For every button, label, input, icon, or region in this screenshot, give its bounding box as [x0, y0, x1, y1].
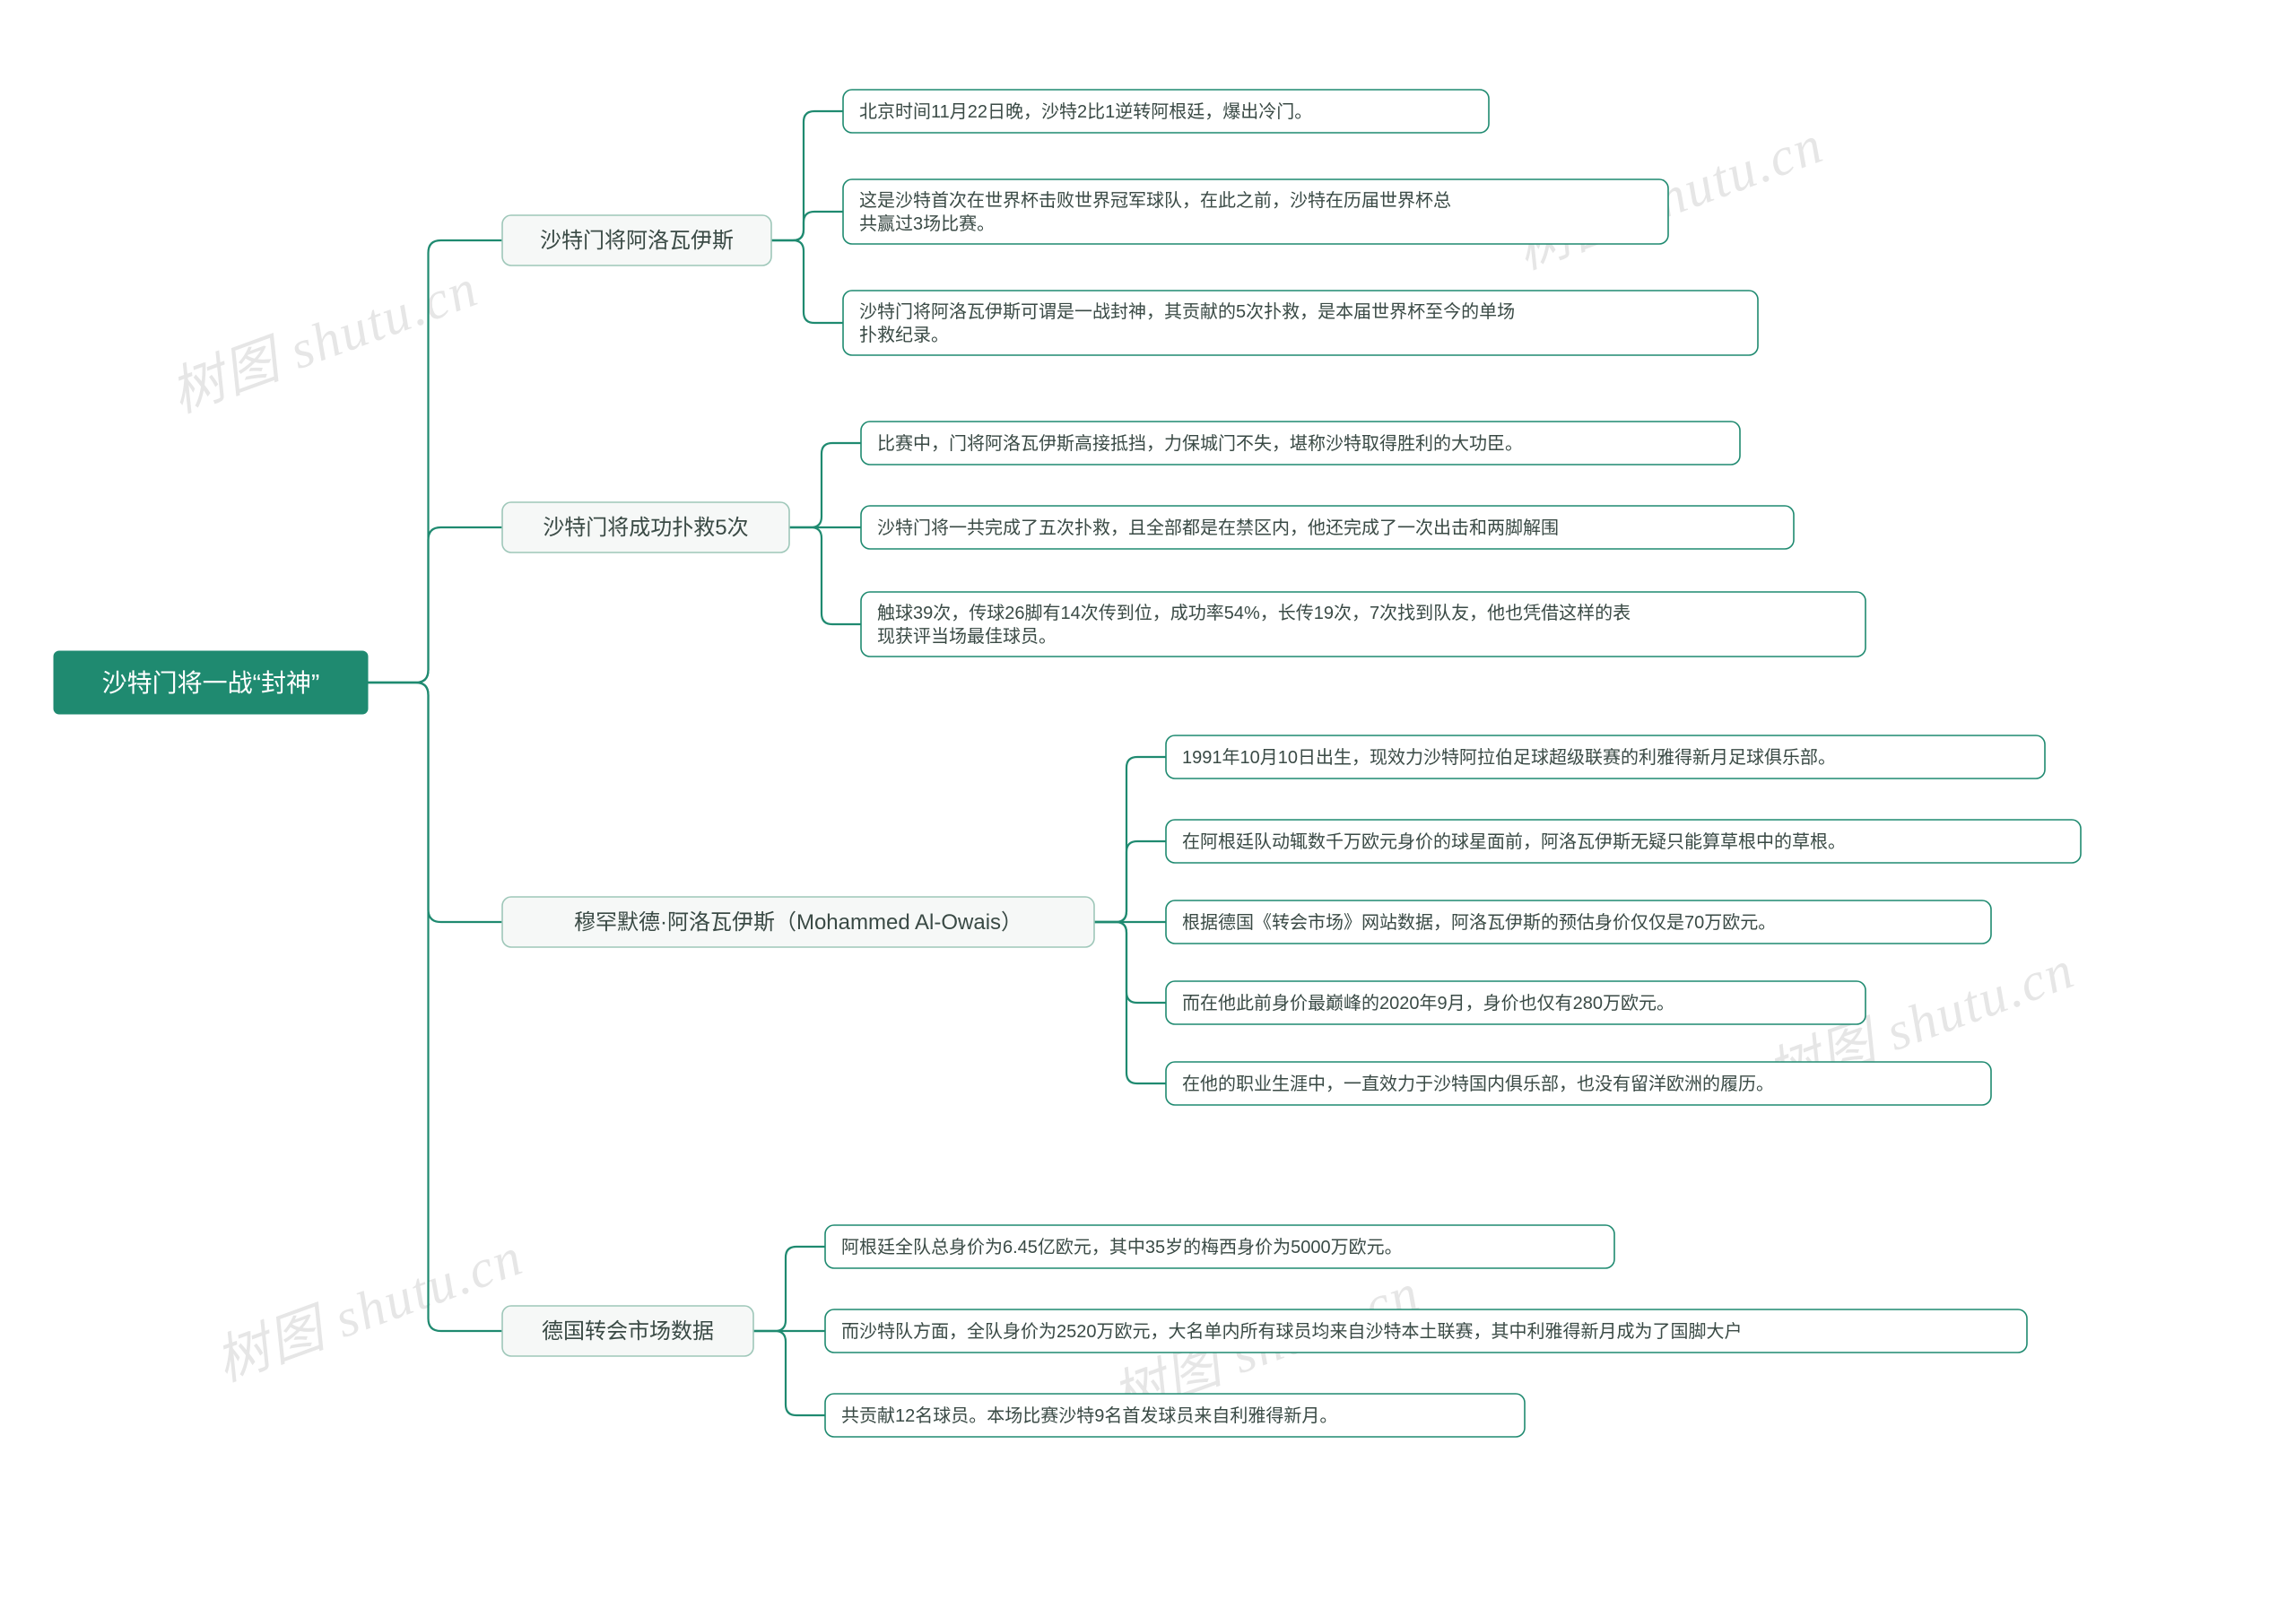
leaf-node: 比赛中，门将阿洛瓦伊斯高接抵挡，力保城门不失，堪称沙特取得胜利的大功臣。 — [861, 422, 1740, 465]
leaf-node: 在他的职业生涯中，一直效力于沙特国内俱乐部，也没有留洋欧洲的履历。 — [1166, 1062, 1991, 1105]
leaf-node: 共贡献12名球员。本场比赛沙特9名首发球员来自利雅得新月。 — [825, 1394, 1525, 1437]
connector-branch-leaf — [753, 1331, 825, 1415]
leaf-text-line: 比赛中，门将阿洛瓦伊斯高接抵挡，力保城门不失，堪称沙特取得胜利的大功臣。 — [877, 433, 1523, 454]
branch-node: 沙特门将阿洛瓦伊斯 — [502, 215, 771, 265]
leaf-text-line: 阿根廷全队总身价为6.45亿欧元，其中35岁的梅西身价为5000万欧元。 — [841, 1237, 1403, 1257]
watermark: 树图 shutu.cn — [163, 258, 486, 424]
leaf-node: 1991年10月10日出生，现效力沙特阿拉伯足球超级联赛的利雅得新月足球俱乐部。 — [1166, 735, 2045, 779]
connector-root-branch — [368, 683, 502, 1331]
leaf-node: 在阿根廷队动辄数千万欧元身价的球星面前，阿洛瓦伊斯无疑只能算草根中的草根。 — [1166, 820, 2081, 863]
leaf-text-line: 现获评当场最佳球员。 — [877, 626, 1057, 647]
leaf-text-line: 触球39次，传球26脚有14次传到位，成功率54%，长传19次，7次找到队友，他… — [877, 603, 1631, 623]
connector-branch-leaf — [789, 443, 861, 527]
connector-branch-leaf — [1094, 922, 1166, 1003]
leaf-text-line: 扑救纪录。 — [859, 325, 949, 345]
connector-branch-leaf — [789, 527, 861, 624]
leaf-text-line: 在他的职业生涯中，一直效力于沙特国内俱乐部，也没有留洋欧洲的履历。 — [1182, 1074, 1774, 1094]
leaf-text-line: 沙特门将阿洛瓦伊斯可谓是一战封神，其贡献的5次扑救，是本届世界杯至今的单场 — [859, 301, 1515, 322]
leaf-text-line: 这是沙特首次在世界杯击败世界冠军球队，在此之前，沙特在历届世界杯总 — [859, 190, 1451, 211]
leaf-text-line: 而沙特队方面，全队身价为2520万欧元，大名单内所有球员均来自沙特本土联赛，其中… — [841, 1321, 1743, 1342]
leaf-node: 这是沙特首次在世界杯击败世界冠军球队，在此之前，沙特在历届世界杯总共赢过3场比赛… — [843, 179, 1668, 244]
leaf-node: 触球39次，传球26脚有14次传到位，成功率54%，长传19次，7次找到队友，他… — [861, 592, 1866, 657]
leaf-node: 沙特门将阿洛瓦伊斯可谓是一战封神，其贡献的5次扑救，是本届世界杯至今的单场扑救纪… — [843, 291, 1758, 355]
branch-label: 沙特门将成功扑救5次 — [543, 516, 748, 540]
leaf-node: 根据德国《转会市场》网站数据，阿洛瓦伊斯的预估身价仅仅是70万欧元。 — [1166, 900, 1991, 944]
leaf-node: 而在他此前身价最巅峰的2020年9月，身价也仅有280万欧元。 — [1166, 981, 1866, 1024]
connector-branch-leaf — [771, 240, 843, 323]
branch-node: 德国转会市场数据 — [502, 1306, 753, 1356]
branch-node: 穆罕默德·阿洛瓦伊斯（Mohammed Al-Owais） — [502, 897, 1094, 947]
leaf-node: 沙特门将一共完成了五次扑救，且全部都是在禁区内，他还完成了一次出击和两脚解围 — [861, 506, 1794, 549]
connector-root-branch — [368, 683, 502, 922]
connector-branch-leaf — [753, 1247, 825, 1331]
branch-node: 沙特门将成功扑救5次 — [502, 502, 789, 552]
leaf-text-line: 根据德国《转会市场》网站数据，阿洛瓦伊斯的预估身价仅仅是70万欧元。 — [1182, 912, 1776, 933]
watermark: 树图 shutu.cn — [208, 1227, 531, 1393]
leaf-text-line: 1991年10月10日出生，现效力沙特阿拉伯足球超级联赛的利雅得新月足球俱乐部。 — [1182, 747, 1836, 768]
leaf-node: 北京时间11月22日晚，沙特2比1逆转阿根廷，爆出冷门。 — [843, 90, 1489, 133]
branch-label: 沙特门将阿洛瓦伊斯 — [540, 229, 734, 253]
leaf-text-line: 在阿根廷队动辄数千万欧元身价的球星面前，阿洛瓦伊斯无疑只能算草根中的草根。 — [1182, 831, 1846, 852]
leaf-text-line: 而在他此前身价最巅峰的2020年9月，身价也仅有280万欧元。 — [1182, 993, 1674, 1013]
leaf-text-line: 共赢过3场比赛。 — [859, 213, 995, 234]
mindmap-canvas: 树图 shutu.cn树图 shutu.cn树图 shutu.cn树图 shut… — [0, 0, 2296, 1618]
connector-branch-leaf — [1094, 841, 1166, 922]
connector-branch-leaf — [771, 111, 843, 240]
branch-label: 德国转会市场数据 — [542, 1319, 714, 1344]
leaf-node: 阿根廷全队总身价为6.45亿欧元，其中35岁的梅西身价为5000万欧元。 — [825, 1225, 1614, 1268]
branch-label: 穆罕默德·阿洛瓦伊斯（Mohammed Al-Owais） — [574, 910, 1022, 935]
leaf-text-line: 北京时间11月22日晚，沙特2比1逆转阿根廷，爆出冷门。 — [859, 101, 1312, 122]
root-label: 沙特门将一战“封神” — [102, 669, 320, 697]
root-node: 沙特门将一战“封神” — [54, 651, 368, 714]
leaf-text-line: 沙特门将一共完成了五次扑救，且全部都是在禁区内，他还完成了一次出击和两脚解围 — [877, 518, 1559, 538]
leaf-node: 而沙特队方面，全队身价为2520万欧元，大名单内所有球员均来自沙特本土联赛，其中… — [825, 1309, 2027, 1353]
leaf-text-line: 共贡献12名球员。本场比赛沙特9名首发球员来自利雅得新月。 — [841, 1405, 1337, 1426]
connector-root-branch — [368, 527, 502, 683]
connector-branch-leaf — [1094, 757, 1166, 922]
connector-branch-leaf — [771, 212, 843, 240]
